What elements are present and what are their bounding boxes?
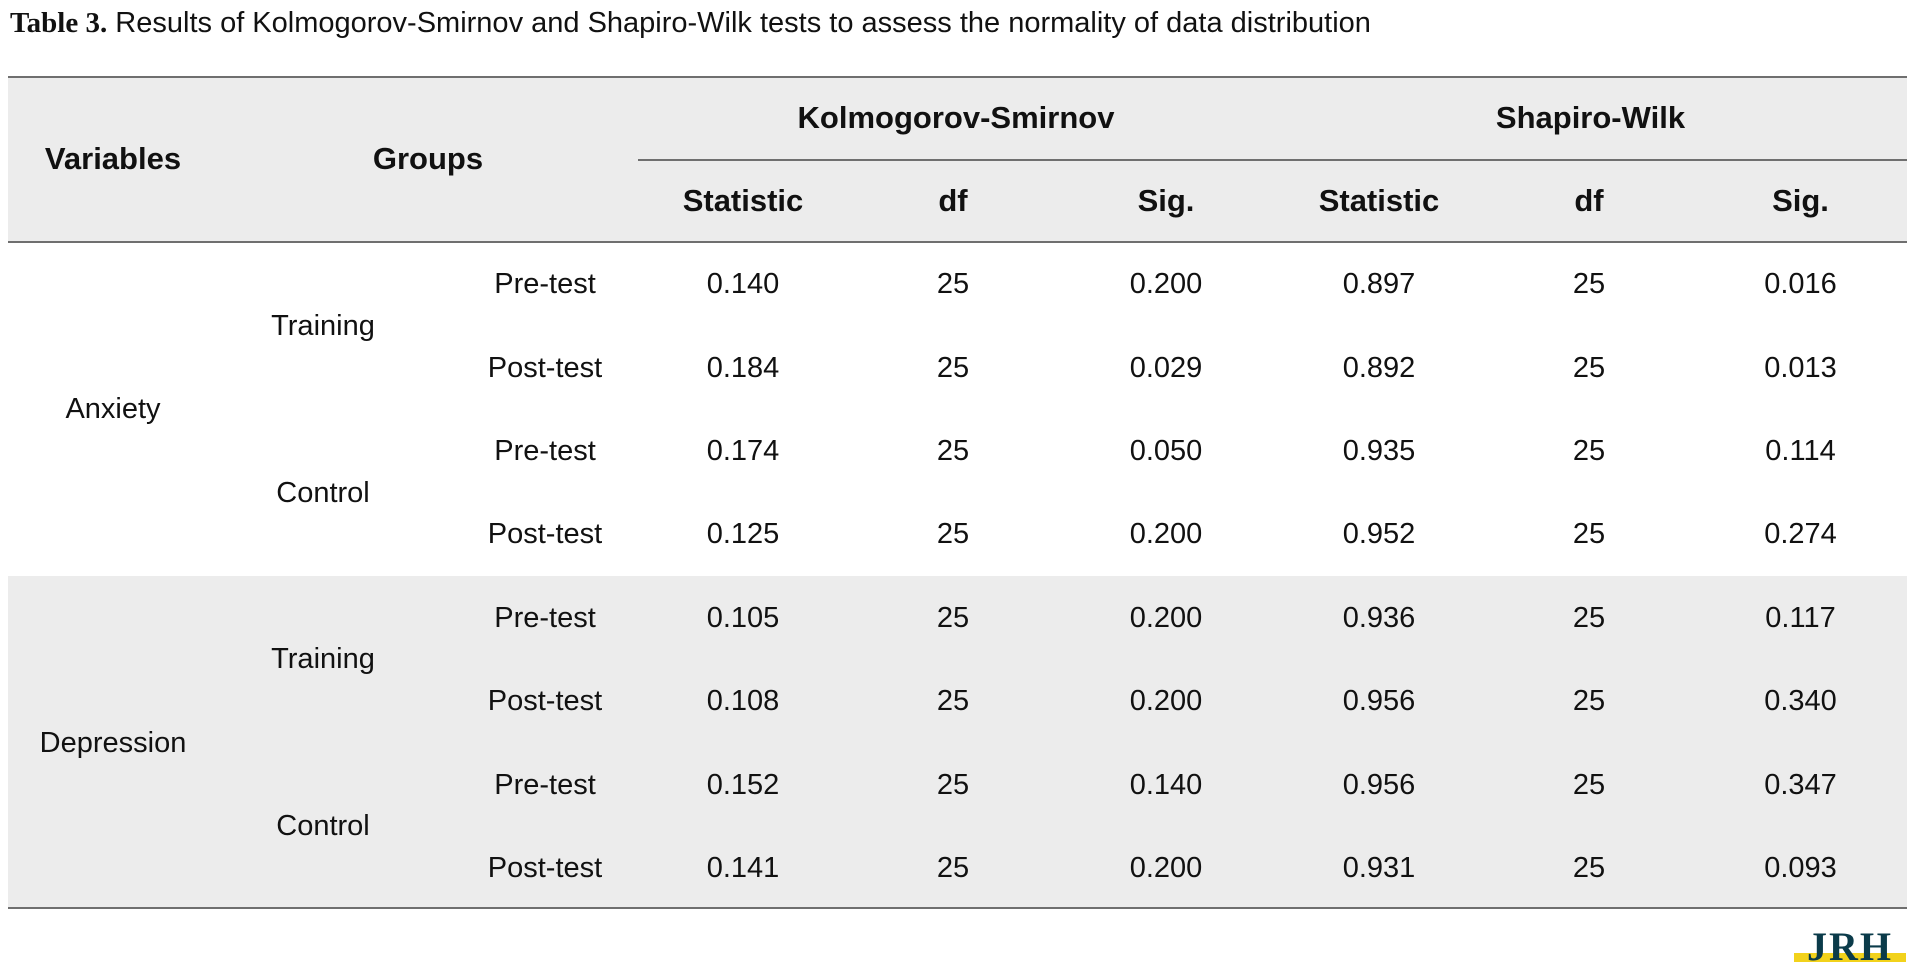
test-phase: Post-test: [487, 851, 603, 884]
header-ks-df: df: [938, 183, 968, 218]
jrh-logo-accent-bar: [1794, 953, 1906, 962]
test-phase: Pre-test: [494, 434, 596, 467]
header-ks-statistic: Statistic: [682, 183, 804, 218]
header-groups: Groups: [372, 141, 484, 176]
value-ks-df: 25: [936, 768, 970, 801]
value-ks-stat: 0.105: [706, 601, 780, 634]
value-sw-sig: 0.340: [1764, 685, 1837, 718]
value-ks-sig: 0.200: [1129, 601, 1203, 634]
table-caption: Table 3. Results of Kolmogorov-Smirnov a…: [10, 6, 1371, 40]
table-caption-text: Results of Kolmogorov-Smirnov and Shapir…: [107, 7, 1371, 39]
value-sw-stat: 0.892: [1342, 351, 1416, 384]
value-sw-stat: 0.936: [1342, 601, 1416, 634]
value-ks-stat: 0.125: [706, 518, 780, 551]
value-sw-stat: 0.935: [1342, 434, 1416, 467]
header-ks-sig: Sig.: [1137, 183, 1195, 218]
jrh-logo-text: JRH: [1807, 925, 1893, 967]
value-sw-stat: 0.897: [1342, 268, 1416, 301]
value-sw-df: 25: [1572, 351, 1606, 384]
value-ks-sig: 0.200: [1129, 685, 1203, 718]
value-ks-stat: 0.140: [706, 268, 780, 301]
value-sw-sig: 0.016: [1764, 268, 1837, 301]
value-ks-sig: 0.200: [1129, 268, 1203, 301]
value-sw-stat: 0.956: [1342, 685, 1416, 718]
value-sw-df: 25: [1572, 685, 1606, 718]
header-sw-statistic: Statistic: [1318, 183, 1440, 218]
value-ks-df: 25: [936, 518, 970, 551]
test-phase: Post-test: [487, 685, 603, 718]
group-name: Training: [271, 309, 375, 342]
group-name: Control: [276, 810, 370, 843]
value-ks-stat: 0.184: [706, 351, 780, 384]
value-ks-df: 25: [936, 351, 970, 384]
jrh-logo: JRH: [1794, 925, 1906, 967]
value-ks-sig: 0.029: [1129, 351, 1203, 384]
value-sw-df: 25: [1572, 434, 1606, 467]
table-bottom-rule: [8, 907, 1907, 909]
value-sw-stat: 0.956: [1342, 768, 1416, 801]
value-sw-df: 25: [1572, 851, 1606, 884]
value-sw-stat: 0.931: [1342, 851, 1416, 884]
value-ks-stat: 0.174: [706, 434, 780, 467]
test-phase: Post-test: [487, 351, 603, 384]
value-sw-sig: 0.347: [1764, 768, 1837, 801]
value-ks-df: 25: [936, 434, 970, 467]
group-name: Control: [276, 476, 370, 509]
header-sw-df: df: [1574, 183, 1604, 218]
header-variables: Variables: [44, 141, 182, 176]
value-ks-stat: 0.152: [706, 768, 780, 801]
header-kolmogorov-smirnov: Kolmogorov-Smirnov: [797, 100, 1115, 135]
value-ks-sig: 0.050: [1129, 434, 1203, 467]
value-ks-df: 25: [936, 851, 970, 884]
value-sw-df: 25: [1572, 601, 1606, 634]
variable-name: Depression: [39, 726, 187, 759]
value-ks-sig: 0.140: [1129, 768, 1203, 801]
value-sw-stat: 0.952: [1342, 518, 1416, 551]
value-ks-stat: 0.108: [706, 685, 780, 718]
value-sw-sig: 0.013: [1764, 351, 1837, 384]
test-phase: Pre-test: [494, 601, 596, 634]
group-name: Training: [271, 643, 375, 676]
value-ks-sig: 0.200: [1129, 851, 1203, 884]
value-sw-df: 25: [1572, 518, 1606, 551]
table-top-rule: [8, 76, 1907, 78]
test-phase: Post-test: [487, 518, 603, 551]
value-ks-df: 25: [936, 601, 970, 634]
value-sw-sig: 0.093: [1764, 851, 1837, 884]
value-sw-sig: 0.117: [1765, 601, 1836, 634]
value-ks-df: 25: [936, 268, 970, 301]
table-caption-label: Table 3.: [10, 7, 108, 39]
value-sw-df: 25: [1572, 268, 1606, 301]
header-sw-sig: Sig.: [1772, 183, 1829, 218]
variable-name: Anxiety: [65, 393, 161, 426]
value-sw-sig: 0.274: [1764, 518, 1837, 551]
value-ks-sig: 0.200: [1129, 518, 1203, 551]
header-sub-rule: [638, 159, 1907, 161]
test-phase: Pre-test: [494, 768, 596, 801]
depression-group-background: [8, 576, 1907, 908]
value-ks-stat: 0.141: [706, 851, 780, 884]
test-phase: Pre-test: [494, 268, 596, 301]
header-shapiro-wilk: Shapiro-Wilk: [1495, 100, 1686, 135]
value-sw-df: 25: [1572, 768, 1606, 801]
value-ks-df: 25: [936, 685, 970, 718]
value-sw-sig: 0.114: [1765, 434, 1836, 467]
header-bottom-rule: [8, 241, 1907, 243]
